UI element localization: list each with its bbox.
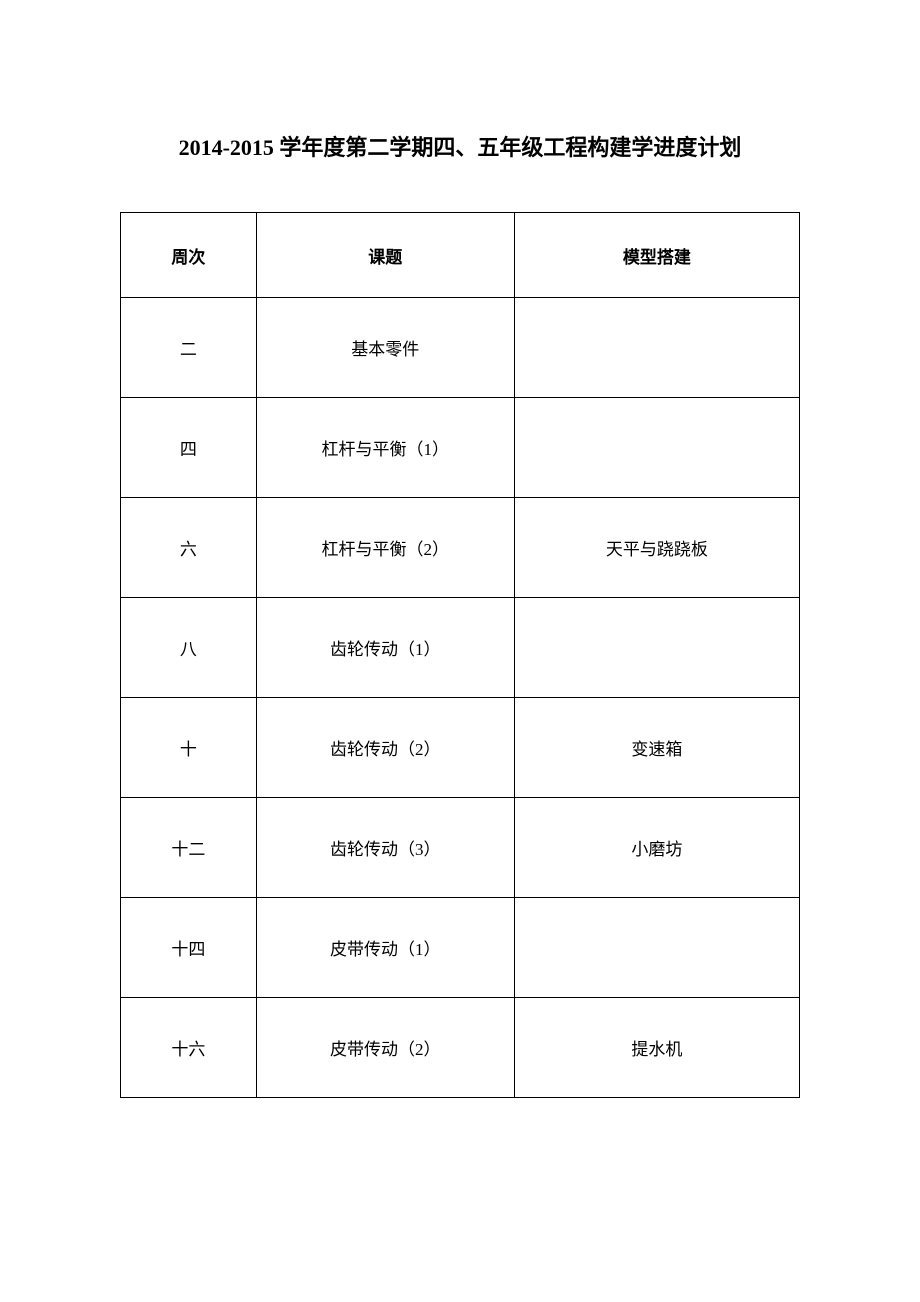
header-model: 模型搭建 xyxy=(514,213,799,298)
cell-model xyxy=(514,398,799,498)
cell-topic: 基本零件 xyxy=(256,298,514,398)
cell-week: 二 xyxy=(121,298,257,398)
schedule-table: 周次 课题 模型搭建 二 基本零件 四 杠杆与平衡（1） 六 杠杆与平衡（2） … xyxy=(120,212,800,1098)
table-row: 十二 齿轮传动（3） 小磨坊 xyxy=(121,798,800,898)
cell-week: 十二 xyxy=(121,798,257,898)
cell-model: 天平与跷跷板 xyxy=(514,498,799,598)
header-week: 周次 xyxy=(121,213,257,298)
cell-week: 六 xyxy=(121,498,257,598)
table-row: 十四 皮带传动（1） xyxy=(121,898,800,998)
cell-model: 变速箱 xyxy=(514,698,799,798)
cell-week: 十四 xyxy=(121,898,257,998)
cell-week: 四 xyxy=(121,398,257,498)
cell-model xyxy=(514,298,799,398)
table-row: 十 齿轮传动（2） 变速箱 xyxy=(121,698,800,798)
table-row: 四 杠杆与平衡（1） xyxy=(121,398,800,498)
table-row: 二 基本零件 xyxy=(121,298,800,398)
cell-topic: 齿轮传动（2） xyxy=(256,698,514,798)
cell-topic: 杠杆与平衡（2） xyxy=(256,498,514,598)
cell-model xyxy=(514,598,799,698)
cell-topic: 皮带传动（1） xyxy=(256,898,514,998)
table-row: 十六 皮带传动（2） 提水机 xyxy=(121,998,800,1098)
cell-model: 小磨坊 xyxy=(514,798,799,898)
cell-week: 八 xyxy=(121,598,257,698)
cell-week: 十 xyxy=(121,698,257,798)
cell-model xyxy=(514,898,799,998)
table-row: 六 杠杆与平衡（2） 天平与跷跷板 xyxy=(121,498,800,598)
cell-topic: 皮带传动（2） xyxy=(256,998,514,1098)
cell-model: 提水机 xyxy=(514,998,799,1098)
table-header-row: 周次 课题 模型搭建 xyxy=(121,213,800,298)
cell-topic: 齿轮传动（1） xyxy=(256,598,514,698)
table-row: 八 齿轮传动（1） xyxy=(121,598,800,698)
page-title: 2014-2015 学年度第二学期四、五年级工程构建学进度计划 xyxy=(120,130,800,162)
cell-topic: 齿轮传动（3） xyxy=(256,798,514,898)
header-topic: 课题 xyxy=(256,213,514,298)
cell-topic: 杠杆与平衡（1） xyxy=(256,398,514,498)
cell-week: 十六 xyxy=(121,998,257,1098)
